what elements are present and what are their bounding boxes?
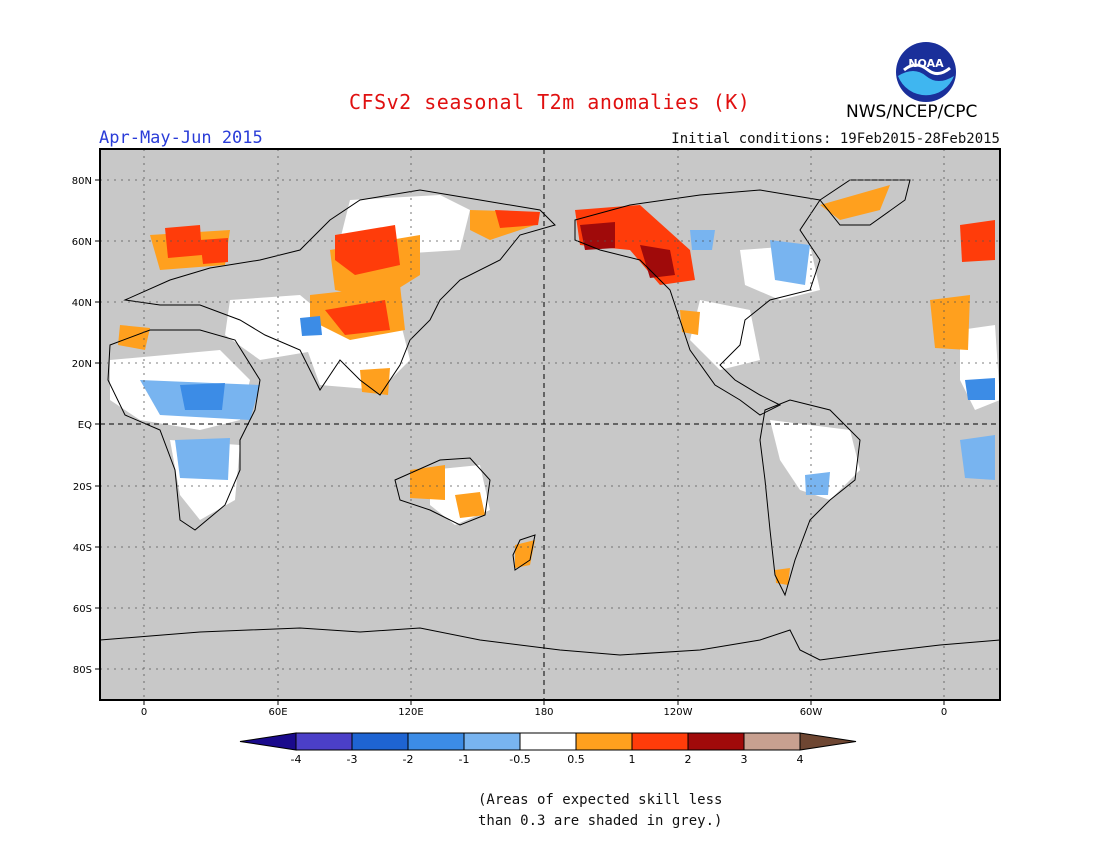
longitude-labels: 0 60E 120E 180 120W 60W 0	[141, 700, 947, 718]
legend-label: 1	[629, 753, 636, 766]
legend-color-swatch	[631, 732, 689, 751]
legend-label: -2	[403, 753, 414, 766]
lat-tick-label: 40S	[73, 543, 92, 554]
anomaly-area	[165, 225, 202, 258]
legend-color-swatch	[295, 732, 353, 751]
logo-text: NOAA	[908, 57, 944, 70]
lat-tick-label: 80N	[72, 176, 92, 187]
legend-color-swatch	[351, 732, 409, 751]
lon-tick-label: 120E	[398, 707, 423, 718]
anomaly-area	[175, 438, 230, 480]
anomaly-area	[690, 300, 760, 370]
lon-tick-label: 180	[534, 707, 553, 718]
legend-label: 3	[741, 753, 748, 766]
initial-conditions-label: Initial conditions: 19Feb2015-28Feb2015	[671, 131, 1000, 147]
legend-color-swatch	[407, 732, 465, 751]
anomaly-area	[580, 222, 615, 250]
legend-color-swatch	[687, 732, 745, 751]
map-panel	[99, 148, 1001, 701]
anomaly-area	[930, 295, 970, 350]
anomaly-area	[300, 316, 322, 336]
lat-tick-label: 20N	[72, 359, 92, 370]
latitude-labels: 80N 60N 40N 20N EQ 20S 40S 60S 80S	[72, 176, 100, 676]
anomaly-area	[118, 325, 150, 350]
anomaly-area	[455, 492, 485, 518]
anomaly-area	[335, 225, 400, 275]
anomaly-area	[410, 465, 445, 500]
organization-label: NWS/NCEP/CPC	[846, 102, 978, 122]
anomaly-area	[360, 368, 390, 395]
lon-tick-label: 60W	[800, 707, 823, 718]
anomaly-area	[180, 383, 225, 410]
anomaly-area	[770, 240, 810, 285]
anomaly-area	[325, 300, 390, 335]
anomaly-area	[960, 435, 995, 480]
anomaly-area	[200, 238, 228, 264]
legend-label: -3	[347, 753, 358, 766]
anomaly-area	[770, 420, 860, 500]
coastline	[99, 627, 1001, 661]
legend-label: -0.5	[509, 753, 530, 766]
anomaly-area	[640, 245, 675, 278]
color-legend: -4 -3 -2 -1 -0.5 0.5 1 2 3 4	[239, 732, 857, 766]
lat-tick-label: 60N	[72, 237, 92, 248]
anomaly-area	[495, 210, 540, 228]
legend-label: -4	[291, 753, 302, 766]
anomaly-area	[965, 378, 995, 400]
legend-color-swatch	[239, 732, 297, 751]
coastline	[512, 534, 536, 571]
skill-footnote: (Areas of expected skill less than 0.3 a…	[478, 790, 722, 832]
lon-tick-label: 60E	[268, 707, 287, 718]
legend-color-swatch	[575, 732, 633, 751]
legend-label: 0.5	[567, 753, 585, 766]
legend-label: 4	[797, 753, 804, 766]
footnote-line-1: (Areas of expected skill less	[478, 792, 723, 808]
lat-tick-label: 40N	[72, 298, 92, 309]
noaa-logo: NOAA	[896, 42, 956, 102]
lon-tick-label: 120W	[664, 707, 693, 718]
legend-label: 2	[685, 753, 692, 766]
lat-tick-label: EQ	[78, 420, 92, 431]
coastline	[107, 329, 261, 531]
lat-tick-label: 20S	[73, 482, 92, 493]
legend-color-swatch	[799, 732, 857, 751]
anomaly-area	[680, 310, 700, 335]
legend-label: -1	[459, 753, 470, 766]
coastline	[123, 189, 556, 396]
legend-color-swatch	[463, 732, 521, 751]
anomaly-area	[960, 220, 995, 262]
legend-color-swatch	[743, 732, 801, 751]
lat-tick-label: 80S	[73, 665, 92, 676]
legend-color-swatch	[519, 732, 577, 751]
lon-tick-label: 0	[141, 707, 147, 718]
anomaly-area	[820, 185, 890, 220]
anomaly-area	[805, 472, 830, 495]
anomaly-area	[225, 295, 330, 360]
anomaly-area	[775, 568, 790, 585]
lon-tick-label: 0	[941, 707, 947, 718]
map-title: CFSv2 seasonal T2m anomalies (K)	[349, 90, 751, 114]
lat-tick-label: 60S	[73, 604, 92, 615]
footnote-line-2: than 0.3 are shaded in grey.)	[478, 813, 723, 829]
anomaly-area	[690, 230, 715, 250]
forecast-period-label: Apr-May-Jun 2015	[99, 128, 263, 148]
coastline	[759, 399, 861, 597]
coastline	[394, 457, 491, 526]
